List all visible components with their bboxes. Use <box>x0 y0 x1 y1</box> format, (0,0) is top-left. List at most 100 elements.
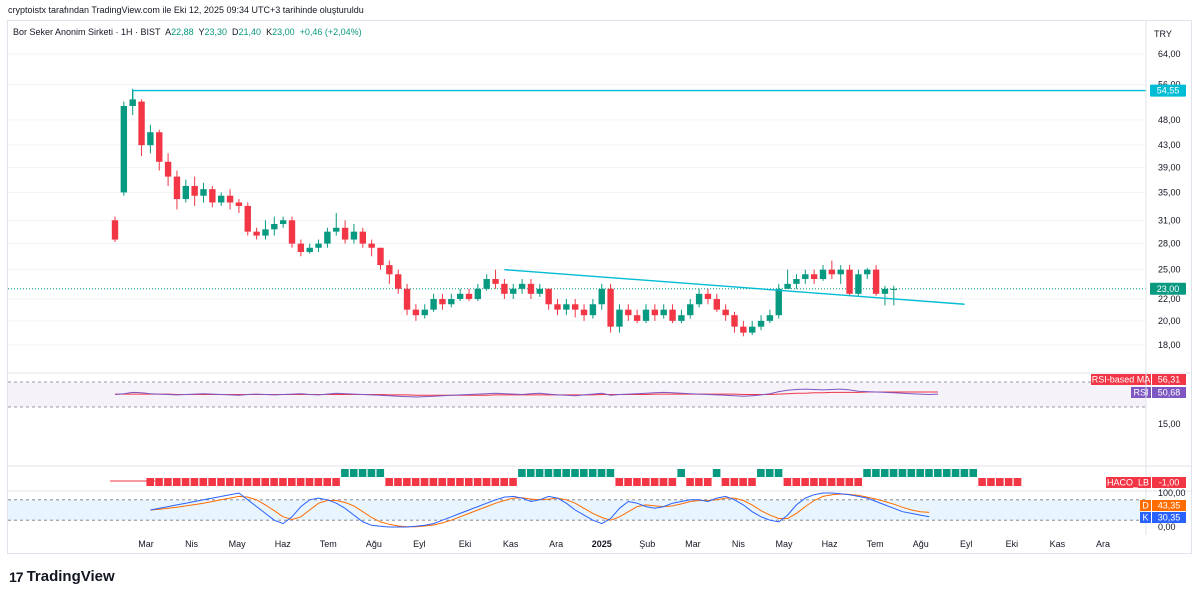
stoch-d-label-tag <box>1140 500 1151 511</box>
haco-bar <box>580 469 588 477</box>
candle-body <box>651 309 659 316</box>
haco-bar <box>341 469 349 477</box>
rsi-ma-value: 56,31 <box>1158 375 1181 385</box>
haco-bar <box>509 478 517 486</box>
time-tick-label: Kas <box>503 539 519 549</box>
haco-bar <box>1013 478 1022 486</box>
haco-bar <box>792 478 801 486</box>
haco-bar <box>889 469 898 477</box>
haco-bar <box>447 478 455 486</box>
candle-body <box>510 288 517 294</box>
symbol-name[interactable]: Bor Seker Anonim Sirketi · 1H · BIST <box>13 27 161 37</box>
haco-bar <box>739 478 747 486</box>
haco-bar <box>633 478 641 486</box>
haco-bar <box>429 478 438 486</box>
haco-bar <box>597 469 606 477</box>
haco-bar <box>606 469 615 477</box>
stoch-k-value: 30,35 <box>1158 513 1181 523</box>
haco-bar <box>535 469 544 477</box>
candle-body <box>483 279 490 289</box>
haco-bar <box>703 478 712 486</box>
candle-body <box>819 269 827 280</box>
haco-bar <box>642 478 650 486</box>
haco-bar <box>456 478 464 486</box>
time-tick-label: Şub <box>639 539 655 549</box>
candle-body <box>881 288 889 294</box>
candle-body <box>872 269 880 294</box>
candle-body <box>465 293 473 299</box>
haco-bar <box>677 469 685 477</box>
candle-body <box>775 288 782 316</box>
haco-bar <box>553 469 562 477</box>
haco-bar <box>898 469 907 477</box>
time-tick-label: Eyl <box>413 539 426 549</box>
candle-body <box>625 309 632 316</box>
haco-bar <box>288 478 296 486</box>
candle-body <box>669 309 676 321</box>
chart-frame <box>7 20 1192 554</box>
time-tick-label: Eyl <box>960 539 973 549</box>
candle-body <box>527 283 535 294</box>
candle-body <box>182 185 189 200</box>
candle-body <box>616 309 623 327</box>
candle-body <box>439 298 446 305</box>
rsi-ma-label-tag <box>1091 374 1151 385</box>
price-tick-label: 35,00 <box>1158 187 1181 197</box>
haco-bar <box>615 478 624 486</box>
haco-bar <box>748 478 756 486</box>
candle-body <box>766 315 774 321</box>
close-value: 23,00 <box>272 27 295 37</box>
haco-bar <box>234 478 243 486</box>
haco-value: -1,00 <box>1159 478 1180 488</box>
candle-body <box>660 309 667 316</box>
haco-bar <box>765 469 774 477</box>
candle-body <box>740 326 747 333</box>
snapshot-caption: cryptoistx tarafından TradingView.com il… <box>8 5 364 15</box>
haco-bar <box>181 478 190 486</box>
candle-body <box>810 274 818 280</box>
haco-bar <box>155 478 163 486</box>
haco-bar <box>721 478 730 486</box>
time-tick-label: 2025 <box>592 539 612 549</box>
haco-bar <box>270 478 278 486</box>
haco-bar <box>491 478 500 486</box>
candle-body <box>456 293 464 299</box>
haco-bar <box>544 469 553 477</box>
price-chart[interactable]: 64,00 56,00 48,00 43,00 39,00 35,00 31,00 28,00… <box>0 0 1200 560</box>
haco-bar <box>854 478 862 486</box>
haco-bar <box>403 478 411 486</box>
candle-body <box>492 279 499 284</box>
candle-body <box>262 229 269 236</box>
haco-bar <box>686 478 694 486</box>
candle-body <box>244 205 251 232</box>
price-tick-label: 64,00 <box>1158 49 1181 59</box>
candle-body <box>474 288 482 299</box>
open-label: A <box>165 27 172 37</box>
candle-body <box>386 265 393 275</box>
candle-body <box>890 288 897 290</box>
candle-body <box>784 283 791 289</box>
haco-bar <box>438 478 447 486</box>
candle-body <box>341 227 349 240</box>
candle-body <box>572 304 579 310</box>
candle-body <box>563 304 570 310</box>
candle-body <box>589 304 597 316</box>
candle-body <box>554 304 561 310</box>
candle-body <box>279 220 287 225</box>
candle-body <box>324 231 331 244</box>
candle-body <box>731 315 738 327</box>
haco-value-tag <box>1152 477 1186 488</box>
last-price-tag <box>1150 282 1186 295</box>
candle-body <box>288 220 296 244</box>
stoch-level-0: 0,00 <box>1158 522 1176 532</box>
haco-bar <box>243 478 252 486</box>
haco-bar <box>801 478 809 486</box>
haco-label-tag <box>1106 477 1151 488</box>
candle-body <box>156 132 163 162</box>
time-tick-label: Haz <box>822 539 839 549</box>
time-tick-label: Ağu <box>366 539 382 549</box>
candle-body <box>501 283 508 294</box>
haco-bar <box>845 478 854 486</box>
haco-bar <box>996 478 1004 486</box>
currency-label[interactable]: TRY <box>1154 29 1172 39</box>
